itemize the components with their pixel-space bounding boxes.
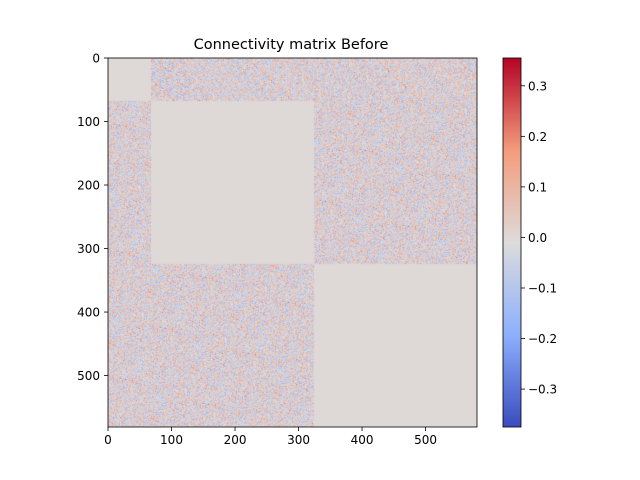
- colorbar-gradient: [503, 58, 521, 427]
- colorbar-tick-label: −0.1: [528, 281, 557, 295]
- colorbar-tick-label: −0.3: [528, 383, 557, 397]
- x-tick-label: 300: [287, 433, 310, 447]
- x-tick-label: 100: [160, 433, 183, 447]
- colorbar-tick-label: −0.2: [528, 332, 557, 346]
- y-tick-label: 400: [77, 306, 100, 320]
- chart-title: Connectivity matrix Before: [194, 37, 389, 53]
- y-tick-label: 300: [77, 242, 100, 256]
- colorbar-frame: [502, 57, 522, 428]
- y-tick-label: 0: [92, 52, 100, 66]
- y-tick-label: 200: [77, 179, 100, 193]
- plot-frame: [107, 57, 478, 428]
- y-tick-label: 100: [77, 115, 100, 129]
- x-axis: 0 100 200 300 400 500: [104, 427, 437, 447]
- x-tick-label: 200: [224, 433, 247, 447]
- colorbar-tick-label: 0.3: [528, 79, 547, 93]
- colorbar-axis: 0.3 0.2 0.1 0.0 −0.1 −0.2 −0.3: [521, 79, 557, 397]
- y-tick-label: 500: [77, 369, 100, 383]
- y-axis: 0 100 200 300 400 500: [77, 52, 108, 383]
- colorbar-tick-label: 0.0: [528, 231, 547, 245]
- x-tick-label: 500: [414, 433, 437, 447]
- colorbar: 0.3 0.2 0.1 0.0 −0.1 −0.2 −0.3: [502, 57, 557, 428]
- colorbar-tick-label: 0.2: [528, 130, 547, 144]
- heatmap-canvas: [108, 58, 477, 427]
- x-tick-label: 0: [104, 433, 112, 447]
- x-tick-label: 400: [351, 433, 374, 447]
- heatmap-area: [107, 57, 478, 428]
- colorbar-tick-label: 0.1: [528, 180, 547, 194]
